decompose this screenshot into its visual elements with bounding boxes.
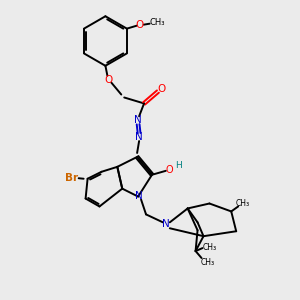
Text: CH₃: CH₃ (202, 243, 217, 252)
Text: O: O (104, 75, 112, 85)
Text: O: O (165, 165, 172, 175)
Text: N: N (135, 132, 143, 142)
Text: CH₃: CH₃ (150, 18, 165, 27)
Text: O: O (136, 20, 144, 30)
Text: N: N (162, 219, 170, 229)
Text: CH₃: CH₃ (236, 199, 250, 208)
Text: CH₃: CH₃ (200, 258, 214, 267)
Text: H: H (176, 161, 182, 170)
Text: Br: Br (65, 173, 78, 183)
Text: N: N (135, 190, 143, 201)
Text: O: O (158, 84, 166, 94)
Text: N: N (134, 115, 142, 125)
